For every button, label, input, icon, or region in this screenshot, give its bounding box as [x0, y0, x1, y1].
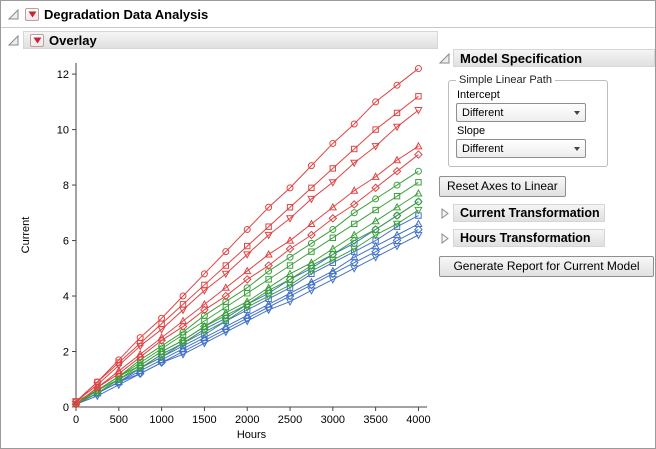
disclosure-open-icon[interactable] [7, 8, 20, 21]
disclosure-open-icon[interactable] [438, 52, 451, 65]
slope-label: Slope [457, 125, 486, 137]
overlay-title: Overlay [49, 32, 97, 48]
intercept-label: Intercept [457, 89, 500, 101]
svg-text:6: 6 [63, 236, 69, 248]
svg-text:1000: 1000 [149, 414, 173, 426]
svg-text:4000: 4000 [406, 414, 430, 426]
overlay-plot-container: 0 2 4 6 8 10 12 0 500 1000 1500 2000 2500 3000 3500 400… [15, 51, 439, 448]
svg-text:3500: 3500 [363, 414, 387, 426]
svg-text:10: 10 [57, 125, 69, 137]
svg-text:2500: 2500 [278, 414, 302, 426]
overlay-header: Overlay [1, 29, 655, 51]
intercept-dropdown[interactable]: Different [456, 103, 586, 122]
model-specification-panel: Model Specification Simple Linear Path I… [438, 49, 655, 277]
svg-text:8: 8 [63, 180, 69, 192]
chevron-down-icon [574, 110, 580, 115]
model-specification-header: Model Specification [438, 49, 655, 67]
report-header: Degradation Data Analysis [1, 1, 655, 28]
svg-text:1500: 1500 [192, 414, 216, 426]
svg-text:12: 12 [57, 69, 69, 81]
simple-linear-path-group: Simple Linear Path Intercept Different S… [448, 74, 608, 167]
intercept-selected-value: Different [462, 106, 504, 119]
generate-report-button[interactable]: Generate Report for Current Model [439, 256, 654, 277]
current-transformation-title: Current Transformation [460, 206, 600, 220]
hours-transformation-title: Hours Transformation [460, 231, 591, 245]
svg-text:0: 0 [63, 402, 69, 414]
reset-axes-button[interactable]: Reset Axes to Linear [439, 176, 566, 197]
svg-text:500: 500 [110, 414, 128, 426]
svg-text:0: 0 [73, 414, 79, 426]
svg-text:3000: 3000 [321, 414, 345, 426]
hours-transformation-toggle[interactable]: Hours Transformation [438, 229, 655, 247]
disclosure-closed-icon[interactable] [438, 207, 451, 220]
slope-dropdown[interactable]: Different [456, 139, 586, 158]
overlay-title-band: Overlay [23, 31, 438, 49]
red-triangle-menu[interactable] [30, 33, 44, 47]
chevron-down-icon [574, 146, 580, 151]
model-specification-title: Model Specification [460, 50, 583, 66]
disclosure-closed-icon[interactable] [438, 232, 451, 245]
svg-text:2000: 2000 [235, 414, 259, 426]
report-title: Degradation Data Analysis [44, 6, 209, 22]
current-transformation-toggle[interactable]: Current Transformation [438, 204, 655, 222]
svg-text:Current: Current [20, 217, 32, 254]
svg-text:Hours: Hours [237, 429, 267, 441]
red-triangle-menu[interactable] [25, 7, 39, 21]
slope-selected-value: Different [462, 142, 504, 155]
overlay-plot[interactable]: 0 2 4 6 8 10 12 0 500 1000 1500 2000 2500 3000 3500 400… [15, 51, 439, 445]
simple-linear-path-legend: Simple Linear Path [459, 74, 552, 86]
disclosure-open-icon[interactable] [7, 34, 20, 47]
svg-text:2: 2 [63, 347, 69, 359]
svg-text:4: 4 [63, 291, 69, 303]
